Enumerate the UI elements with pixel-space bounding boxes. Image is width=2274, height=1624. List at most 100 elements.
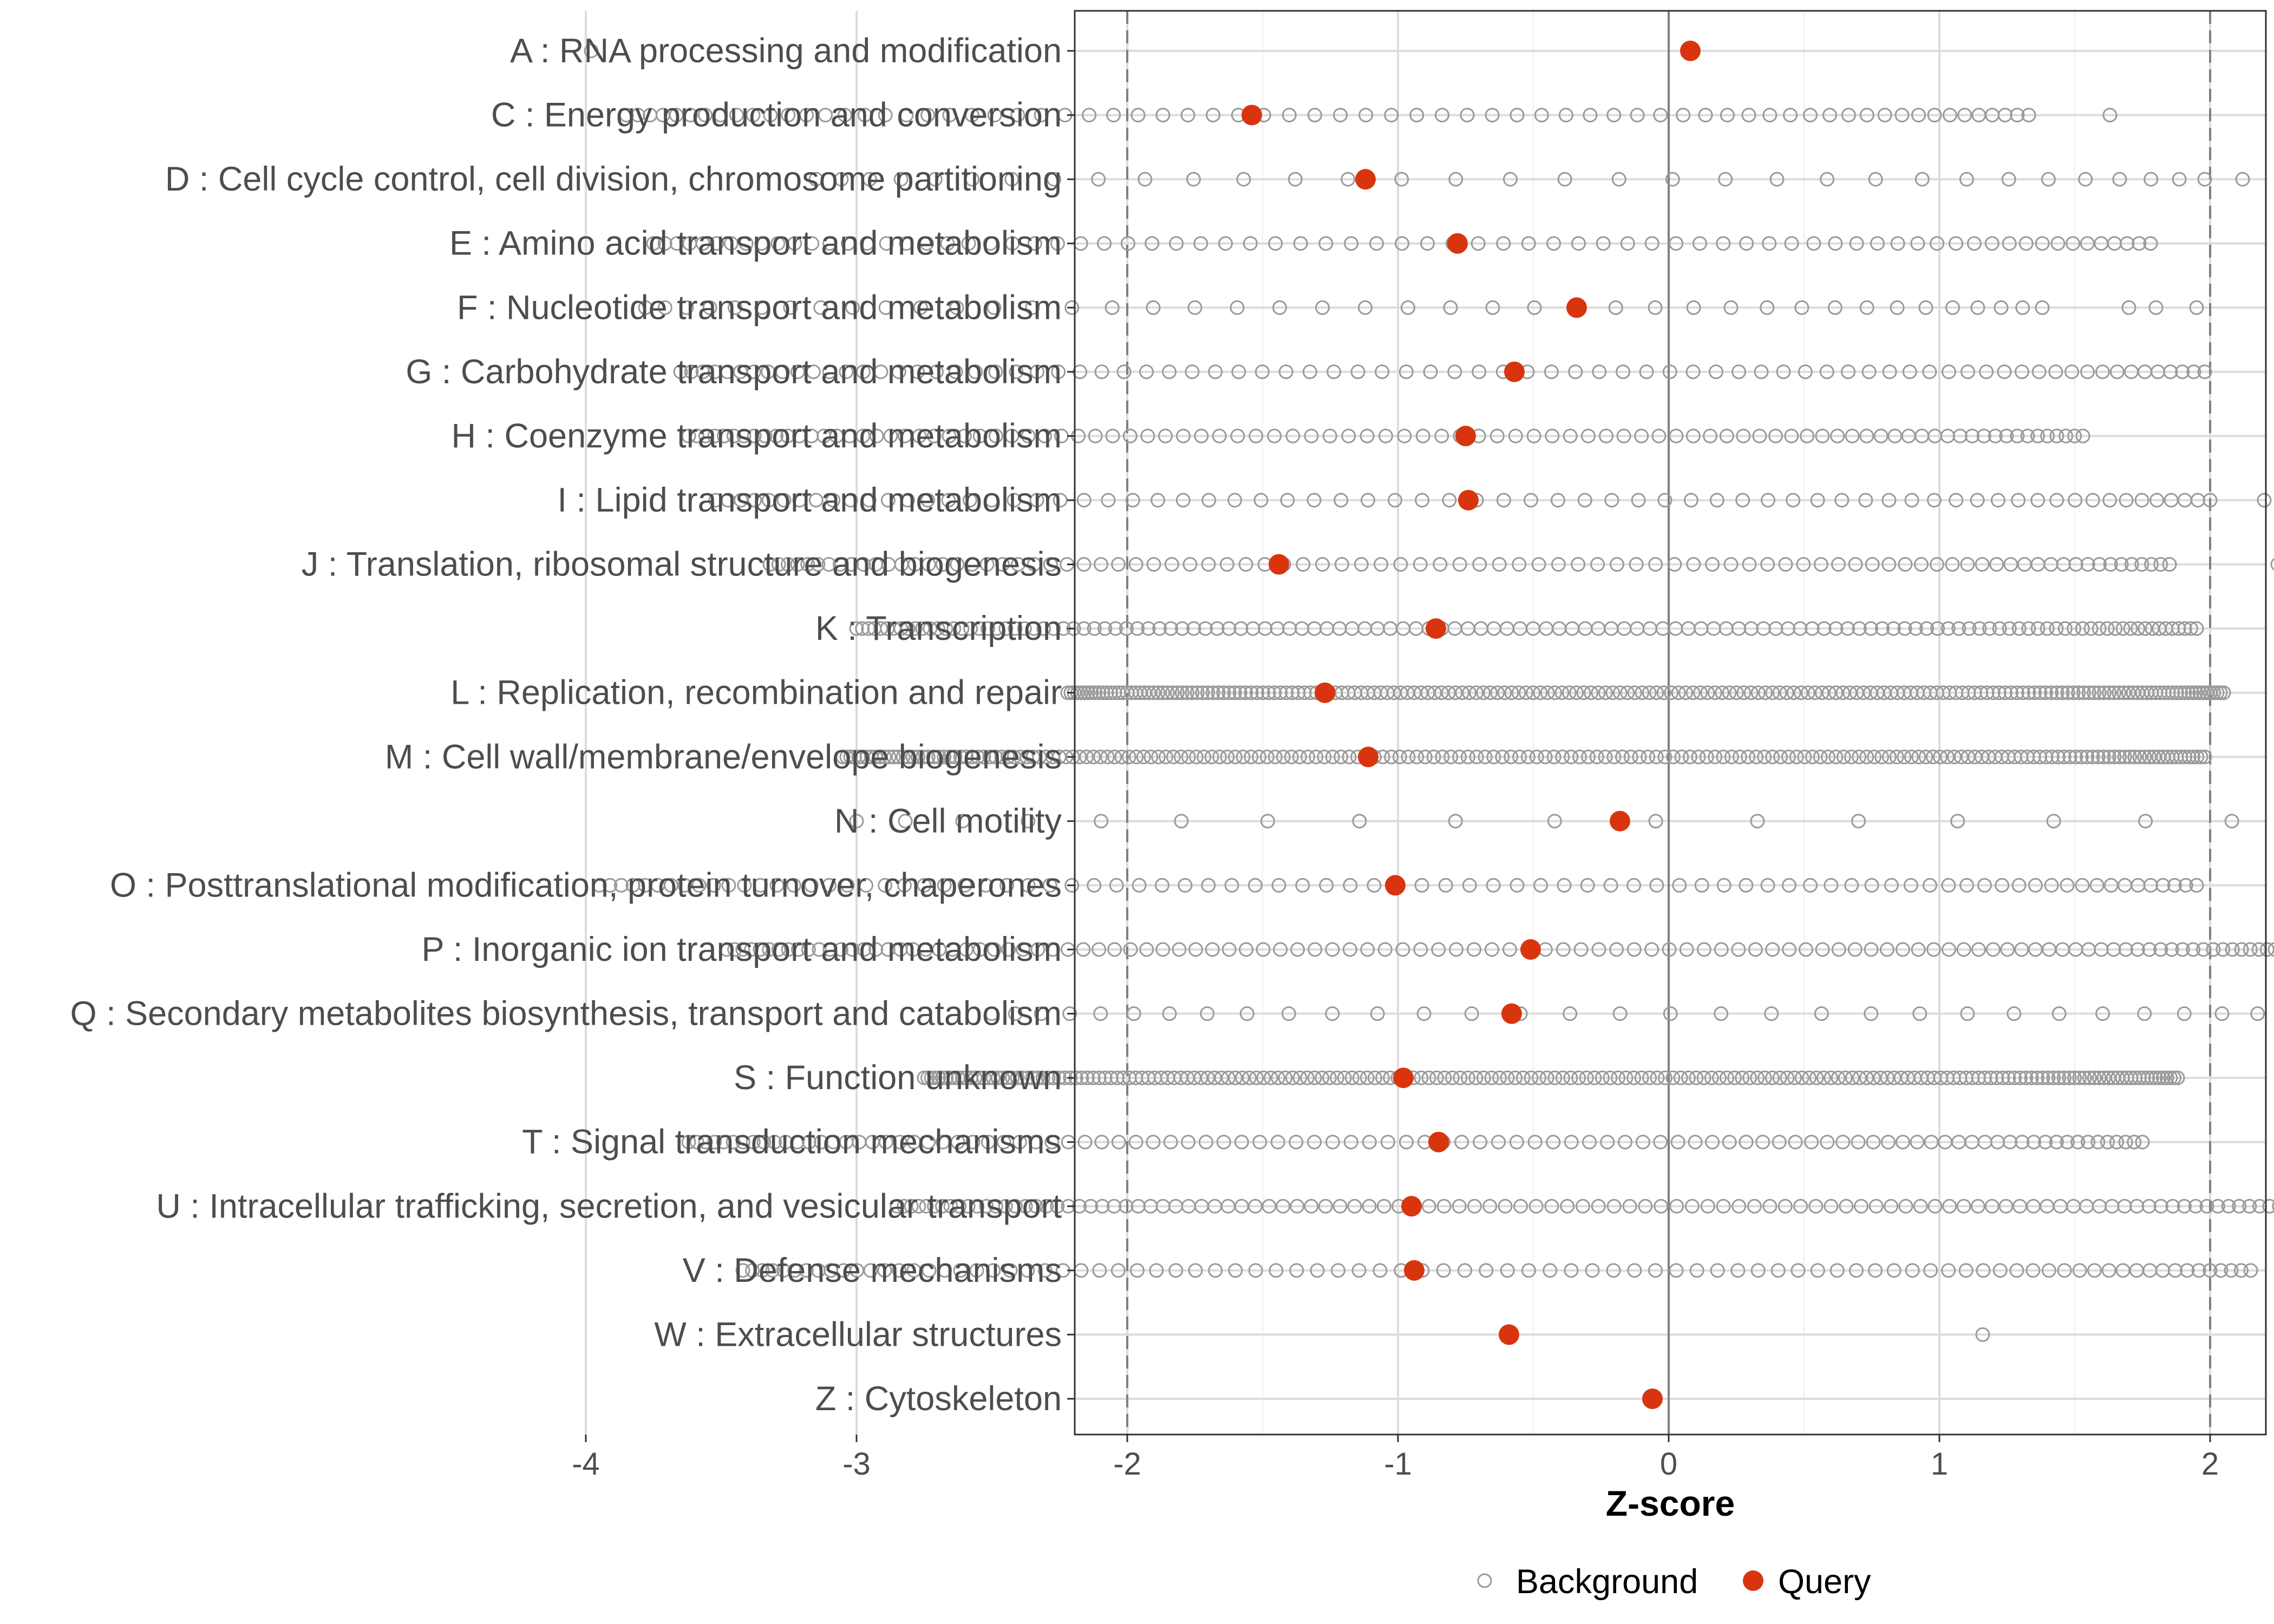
background-point: [1609, 942, 1624, 957]
background-point: [1884, 878, 1899, 893]
panel-border: [1074, 10, 2267, 1436]
background-point: [1819, 364, 1834, 379]
background-point: [2138, 621, 2153, 636]
background-point: [1720, 108, 1735, 123]
background-point: [1280, 493, 1295, 508]
background-point: [1064, 300, 1080, 315]
background-point: [1409, 108, 1424, 123]
background-point: [1650, 1070, 1665, 1085]
background-point: [1413, 942, 1428, 957]
background-point: [1863, 621, 1878, 636]
background-point: [1930, 236, 1945, 251]
background-point: [1742, 557, 1757, 572]
category-label: W : Extracellular structures: [654, 1315, 1062, 1353]
background-point: [1849, 236, 1864, 251]
background-point: [2142, 749, 2157, 764]
background-point: [787, 236, 802, 251]
background-point: [2159, 1070, 2174, 1085]
background-point: [1606, 1263, 1621, 1278]
background-point: [2189, 300, 2204, 315]
background-point: [1576, 685, 1591, 700]
background-point: [1735, 1070, 1750, 1085]
background-point: [2112, 685, 2127, 700]
background-point: [1712, 1070, 1727, 1085]
background-point: [912, 428, 927, 443]
background-point: [821, 557, 837, 572]
background-point: [1611, 172, 1626, 187]
background-point: [1975, 1327, 1990, 1342]
background-point: [943, 1199, 958, 1214]
background-point: [1080, 1070, 1095, 1085]
background-point: [2242, 1199, 2257, 1214]
background-point: [1095, 1199, 1110, 1214]
background-point: [1228, 749, 1243, 764]
background-point: [880, 493, 896, 508]
background-point: [1016, 942, 1031, 957]
background-point: [2257, 493, 2272, 508]
background-point: [1088, 428, 1103, 443]
background-point: [1612, 1006, 1628, 1021]
background-point: [1979, 364, 1994, 379]
background-point: [1591, 942, 1606, 957]
background-point: [2007, 1070, 2022, 1085]
background-point: [744, 942, 759, 957]
background-point: [1789, 749, 1804, 764]
category-label: F : Nucleotide transport and metabolism: [457, 289, 1062, 326]
background-point: [1034, 1006, 1049, 1021]
background-point: [897, 878, 912, 893]
background-point: [2030, 1070, 2044, 1085]
background-point: [1513, 1199, 1528, 1214]
background-point: [1649, 749, 1664, 764]
background-point: [2177, 1199, 2192, 1214]
background-point: [1571, 557, 1586, 572]
background-point: [1620, 236, 1635, 251]
background-point: [1800, 428, 1815, 443]
background-point: [1806, 236, 1821, 251]
background-point: [1961, 364, 1975, 379]
background-point: [981, 1070, 996, 1085]
background-point: [1526, 685, 1541, 700]
background-point: [1114, 749, 1129, 764]
background-point: [1623, 749, 1638, 764]
background-point: [1358, 300, 1373, 315]
background-point: [986, 942, 1002, 957]
legend: Background Query: [1477, 1563, 1871, 1601]
background-point: [1941, 1263, 1956, 1278]
background-point: [1540, 685, 1555, 700]
background-point: [2056, 1070, 2072, 1085]
background-point: [1615, 749, 1630, 764]
background-point: [1201, 493, 1217, 508]
background-point: [1911, 108, 1926, 123]
background-point: [900, 621, 916, 636]
background-point: [2051, 1070, 2067, 1085]
background-point: [1212, 749, 1227, 764]
background-point: [1097, 621, 1113, 636]
background-point: [1343, 1135, 1358, 1150]
background-point: [1603, 878, 1618, 893]
background-point: [713, 108, 728, 123]
background-point: [2189, 878, 2204, 893]
background-point: [1263, 1070, 1278, 1085]
background-point: [716, 1135, 731, 1150]
background-point: [1046, 621, 1061, 636]
query-point: [1504, 361, 1525, 382]
background-point: [2041, 1263, 2056, 1278]
background-point: [771, 942, 786, 957]
background-point: [2177, 1006, 2192, 1021]
background-point: [982, 749, 997, 764]
background-point: [1508, 428, 1523, 443]
background-point: [1384, 108, 1399, 123]
background-point: [1886, 1263, 1901, 1278]
background-point: [1455, 685, 1470, 700]
background-point: [893, 621, 909, 636]
background-point: [962, 493, 977, 508]
background-point: [1762, 236, 1777, 251]
background-point: [673, 364, 688, 379]
background-point: [1091, 172, 1106, 187]
background-point: [2193, 749, 2208, 764]
background-point: [1859, 1070, 1874, 1085]
background-point: [1970, 1199, 1985, 1214]
background-point: [1836, 749, 1851, 764]
background-point: [2210, 1199, 2225, 1214]
background-point: [1221, 1070, 1236, 1085]
